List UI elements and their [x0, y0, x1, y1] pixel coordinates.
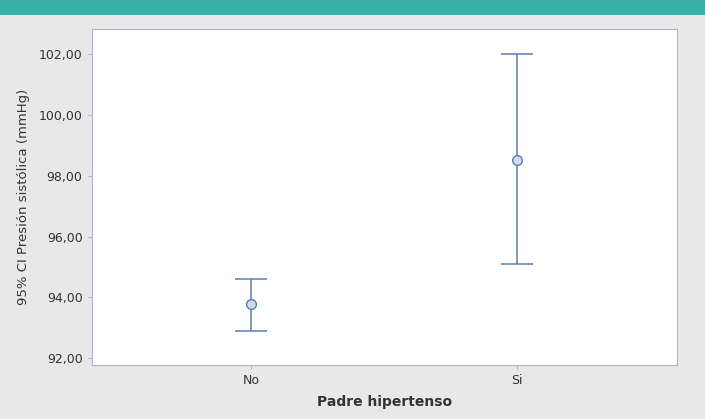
Y-axis label: 95% CI Presión sistólica (mmHg): 95% CI Presión sistólica (mmHg) [18, 89, 30, 305]
X-axis label: Padre hipertenso: Padre hipertenso [317, 395, 452, 409]
